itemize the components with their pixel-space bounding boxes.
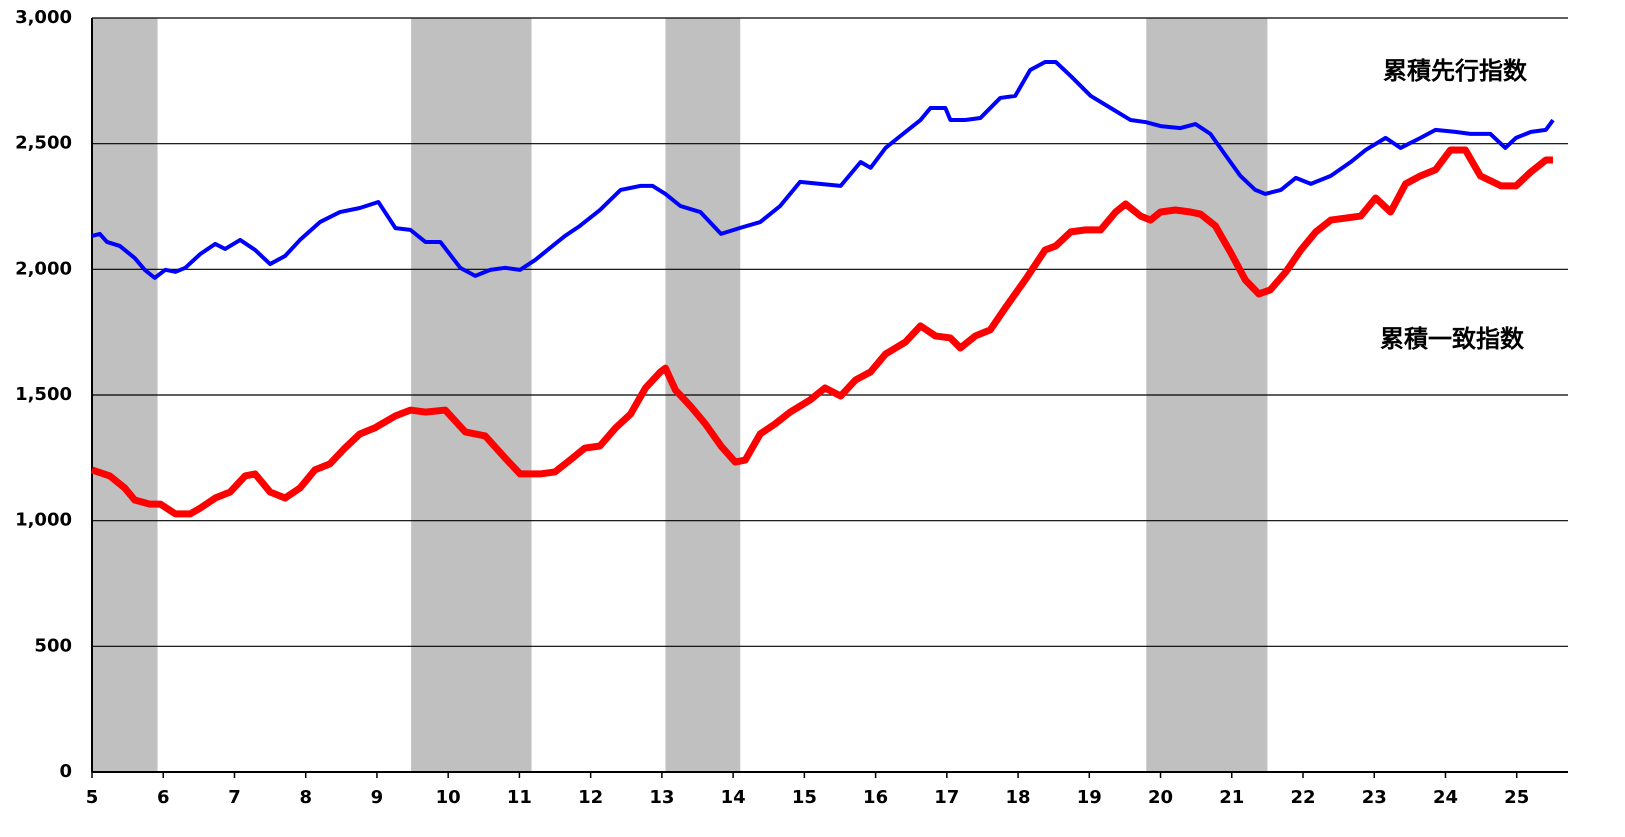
y-tick-label: 1,500: [15, 384, 72, 405]
y-tick-label: 3,000: [15, 7, 72, 28]
y-tick-label: 1,000: [15, 510, 72, 531]
x-tick-label: 16: [863, 787, 888, 808]
series-line: [90, 146, 1554, 518]
y-tick-label: 2,500: [15, 133, 72, 154]
x-tick-label: 7: [228, 787, 241, 808]
x-tick-label: 12: [578, 787, 603, 808]
x-tick-label: 17: [934, 787, 959, 808]
x-tick-label: 19: [1077, 787, 1102, 808]
y-tick-label: 2,000: [15, 258, 72, 279]
x-tick-label: 21: [1219, 787, 1244, 808]
x-tick-label: 24: [1433, 787, 1458, 808]
series-label: 累積一致指数: [1380, 325, 1525, 353]
x-tick-label: 10: [436, 787, 461, 808]
x-tick-label: 5: [86, 787, 99, 808]
x-tick-label: 8: [299, 787, 312, 808]
x-tick-label: 6: [157, 787, 170, 808]
x-tick-label: 13: [649, 787, 674, 808]
y-tick-label: 500: [34, 635, 72, 656]
x-tick-label: 22: [1290, 787, 1315, 808]
x-tick-label: 23: [1362, 787, 1387, 808]
x-tick-label: 11: [507, 787, 532, 808]
x-tick-label: 9: [371, 787, 384, 808]
x-tick-label: 14: [721, 787, 746, 808]
series-line: [91, 59, 1555, 280]
x-tick-label: 18: [1006, 787, 1031, 808]
x-tick-label: 15: [792, 787, 817, 808]
y-tick-label: 0: [59, 761, 72, 782]
x-tick-label: 20: [1148, 787, 1173, 808]
x-tick-label: 25: [1504, 787, 1529, 808]
series-label: 累積先行指数: [1383, 57, 1528, 85]
